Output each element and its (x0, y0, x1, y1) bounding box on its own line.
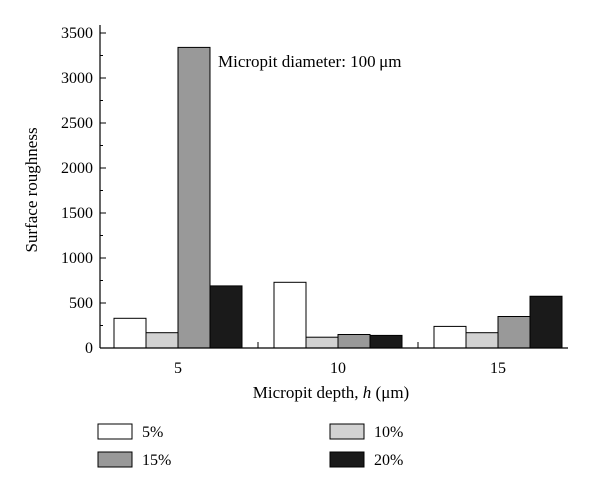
bars-group (113, 46, 563, 349)
bar-20pct-15 (529, 295, 563, 349)
axes-group: 0 500 1000 1500 2000 2500 3000 3500 5 10 15 (61, 25, 568, 377)
bar-20pct-10 (369, 334, 403, 349)
bar-5pct-15 (433, 325, 467, 349)
y-tick-label: 2000 (61, 160, 93, 177)
legend-swatch (329, 423, 365, 440)
y-tick-label: 1500 (61, 205, 93, 222)
legend-swatch (97, 451, 133, 468)
x-axis-label-suffix: (μm) (371, 383, 409, 402)
legend-label: 10% (374, 424, 403, 441)
legend-label: 5% (142, 424, 163, 441)
y-tick-label: 2500 (61, 115, 93, 132)
x-tick-label: 5 (174, 360, 182, 377)
legend-label: 15% (142, 452, 171, 469)
legend-swatch (329, 451, 365, 468)
bar-5pct-5 (113, 317, 147, 349)
y-tick-label: 3000 (61, 70, 93, 87)
bar-20pct-5 (209, 285, 243, 349)
x-axis-label-var: h (363, 383, 372, 402)
legend-label: 20% (374, 452, 403, 469)
x-tick-label: 10 (330, 360, 346, 377)
x-axis-label-prefix: Micropit depth, (253, 383, 363, 402)
legend-swatch (97, 423, 133, 440)
bar-5pct-10 (273, 281, 307, 349)
x-axis-label: Micropit depth, h (μm) (253, 383, 409, 402)
x-tick-label: 15 (490, 360, 506, 377)
bar-15pct-15 (497, 316, 531, 349)
y-tick-label: 1000 (61, 250, 93, 267)
legend: 5% 10% 15% 20% (97, 423, 403, 469)
bar-10pct-5 (145, 332, 179, 349)
y-tick-label: 3500 (61, 25, 93, 42)
bar-15pct-10 (337, 334, 371, 349)
bar-10pct-15 (465, 332, 499, 349)
annotation: Micropit diameter: 100 μm (218, 52, 401, 71)
bar-15pct-5 (177, 46, 211, 349)
y-tick-label: 0 (85, 340, 93, 357)
bar-10pct-10 (305, 336, 339, 349)
y-tick-label: 500 (69, 295, 93, 312)
y-axis-label: Surface roughness (22, 127, 41, 252)
